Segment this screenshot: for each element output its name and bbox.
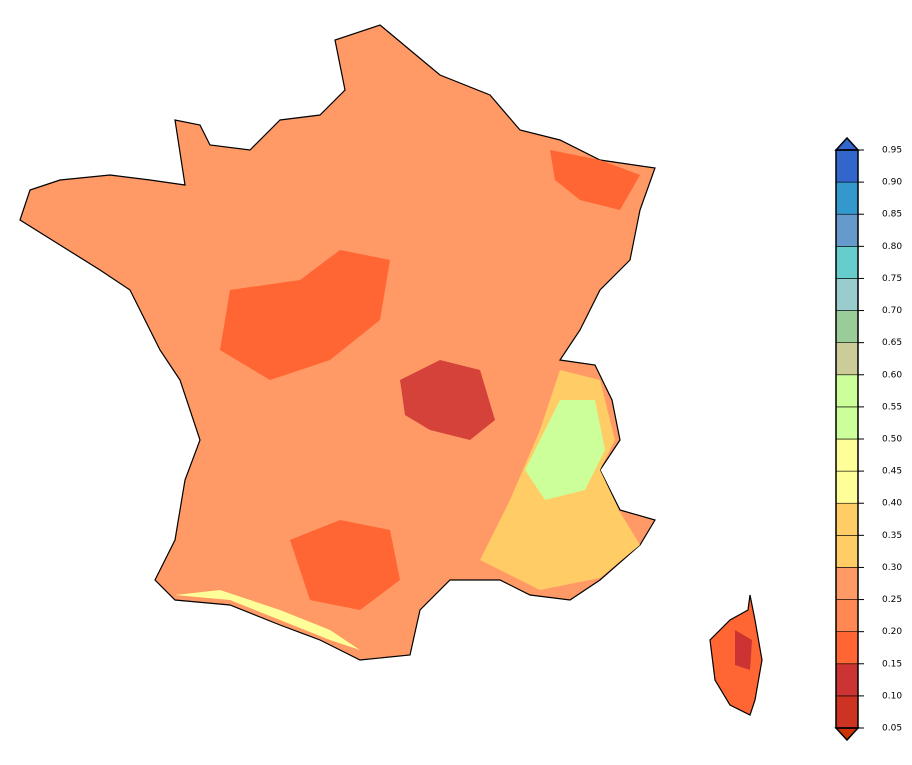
colorbar-tick-label: 0.65 <box>882 338 902 348</box>
colorbar-tick-label: 0.25 <box>882 595 902 605</box>
west-red-zone <box>220 250 390 380</box>
colorbar-segment <box>835 631 859 665</box>
colorbar-tick-label: 0.05 <box>882 724 902 734</box>
colorbar-tick-label: 0.95 <box>882 146 902 156</box>
northeast-red-zone <box>550 150 640 210</box>
colorbar-tick-label: 0.70 <box>882 306 902 316</box>
south-red-zone <box>290 520 400 610</box>
france-map <box>19 24 763 716</box>
colorbar-tick-label: 0.90 <box>882 178 902 188</box>
colorbar-segment <box>835 502 859 536</box>
colorbar-tick-label: 0.75 <box>882 274 902 284</box>
colorbar-under-arrow <box>834 727 860 742</box>
colorbar-tick-label: 0.85 <box>882 210 902 220</box>
colorbar-tick-label: 0.35 <box>882 531 902 541</box>
colorbar-tick-label: 0.55 <box>882 402 902 412</box>
central-red-zone <box>400 360 495 440</box>
colorbar-segment <box>835 246 859 279</box>
colorbar-segment <box>835 599 859 632</box>
colorbar-over-arrow <box>834 136 860 151</box>
colorbar-tick-label: 0.20 <box>882 627 902 637</box>
colorbar-tick-label: 0.10 <box>882 691 902 701</box>
colorbar-segment <box>835 278 859 311</box>
colorbar-segment <box>835 535 859 568</box>
colorbar-segment <box>835 374 859 408</box>
colorbar-segment <box>835 406 859 440</box>
alps-green-zone <box>525 400 605 500</box>
colorbar-tick-label: 0.45 <box>882 467 902 477</box>
colorbar-tick-label: 0.80 <box>882 242 902 252</box>
colorbar-segment <box>835 181 859 215</box>
colorbar-tick-label: 0.30 <box>882 563 902 573</box>
colorbar-tick-label: 0.50 <box>882 435 902 445</box>
colorbar-tick-label: 0.60 <box>882 370 902 380</box>
corsica-red-zone <box>735 630 752 670</box>
colorbar-segment <box>835 695 859 729</box>
colorbar-segment <box>835 663 859 697</box>
colorbar-segment <box>835 438 859 472</box>
colorbar-segment <box>835 470 859 504</box>
colorbar: 0.05 0.10 0.15 0.20 0.25 0.30 0.35 0.40 0.45 0.50… <box>834 136 902 742</box>
colorbar-tick-label: 0.15 <box>882 659 902 669</box>
colorbar-segment <box>835 213 859 247</box>
pyrenees-zone <box>175 590 360 650</box>
colorbar-segment <box>835 149 859 183</box>
colorbar-segment <box>835 567 859 600</box>
colorbar-tick-label: 0.40 <box>882 499 902 509</box>
colorbar-segment <box>835 310 859 343</box>
colorbar-segment <box>835 342 859 376</box>
